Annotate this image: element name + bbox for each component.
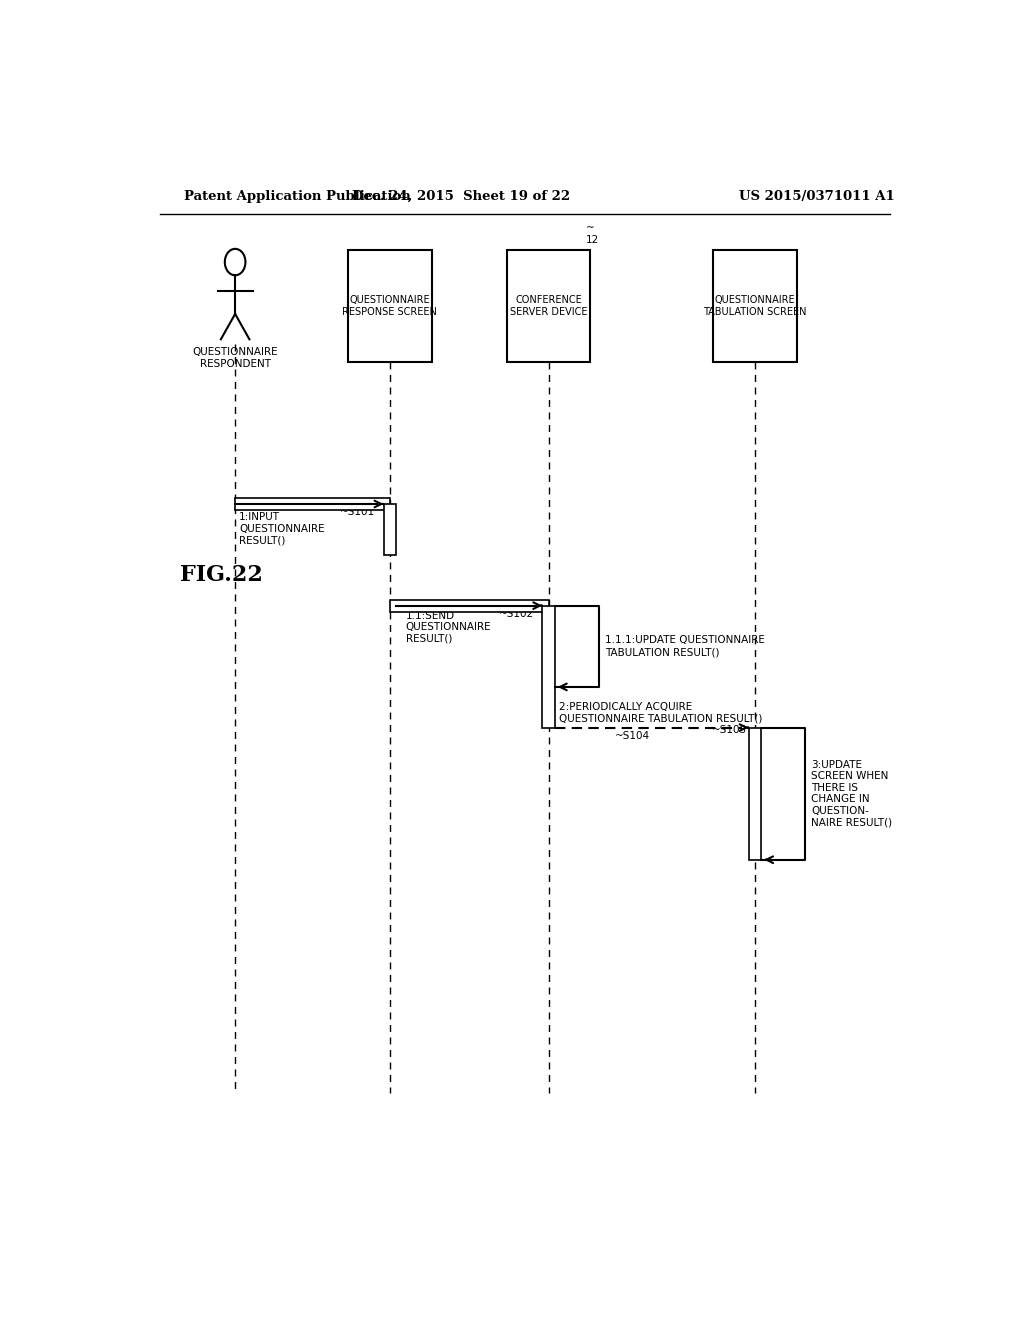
Text: US 2015/0371011 A1: US 2015/0371011 A1	[739, 190, 895, 202]
Text: CONFERENCE
SERVER DEVICE: CONFERENCE SERVER DEVICE	[510, 294, 588, 317]
Text: Patent Application Publication: Patent Application Publication	[183, 190, 411, 202]
Text: ~S105: ~S105	[712, 725, 748, 734]
Text: 2:PERIODICALLY ACQUIRE
QUESTIONNAIRE TABULATION RESULT(): 2:PERIODICALLY ACQUIRE QUESTIONNAIRE TAB…	[559, 702, 762, 723]
Text: ~S103: ~S103	[503, 602, 539, 612]
Text: 1:INPUT
QUESTIONNAIRE
RESULT(): 1:INPUT QUESTIONNAIRE RESULT()	[240, 512, 325, 545]
Text: QUESTIONNAIRE
RESPONSE SCREEN: QUESTIONNAIRE RESPONSE SCREEN	[342, 294, 437, 317]
Text: 1.1:SEND
QUESTIONNAIRE
RESULT(): 1.1:SEND QUESTIONNAIRE RESULT()	[406, 611, 492, 644]
Bar	[543, 606, 555, 727]
Bar	[384, 504, 396, 554]
Bar	[714, 249, 797, 362]
Text: ~S101: ~S101	[340, 507, 375, 517]
Text: 1.1.1:UPDATE QUESTIONNAIRE
TABULATION RESULT(): 1.1.1:UPDATE QUESTIONNAIRE TABULATION RE…	[605, 635, 765, 657]
Bar	[507, 249, 590, 362]
Text: ~
12: ~ 12	[587, 223, 600, 244]
Bar	[390, 599, 549, 611]
Text: 3:UPDATE
SCREEN WHEN
THERE IS
CHANGE IN
QUESTION-
NAIRE RESULT(): 3:UPDATE SCREEN WHEN THERE IS CHANGE IN …	[811, 759, 892, 828]
Bar	[236, 498, 390, 510]
Text: ~S104: ~S104	[614, 731, 649, 741]
Bar	[749, 727, 761, 859]
Text: QUESTIONNAIRE
TABULATION SCREEN: QUESTIONNAIRE TABULATION SCREEN	[703, 294, 807, 317]
Text: Dec. 24, 2015  Sheet 19 of 22: Dec. 24, 2015 Sheet 19 of 22	[352, 190, 570, 202]
Text: FIG.22: FIG.22	[179, 564, 262, 586]
Bar	[348, 249, 431, 362]
Text: ~S102: ~S102	[499, 609, 534, 619]
Text: QUESTIONNAIRE
RESPONDENT: QUESTIONNAIRE RESPONDENT	[193, 347, 278, 370]
